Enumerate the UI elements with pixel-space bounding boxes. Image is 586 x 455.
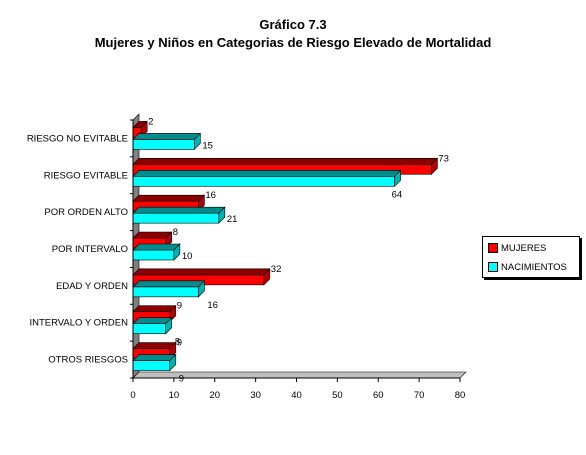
category-label-riesgo-evitable: RIESGO EVITABLE xyxy=(44,170,128,181)
bar-mujeres-por-intervalo-top xyxy=(132,231,173,239)
bar-nacimientos-por-orden-alto-top xyxy=(132,206,226,214)
x-tick-label-0: 0 xyxy=(130,390,135,401)
bar-nacimientos-por-intervalo-front xyxy=(132,249,175,261)
bar-mujeres-otros-riesgos-top xyxy=(132,342,177,349)
value-label-mujeres-edad-y-orden: 32 xyxy=(271,264,282,275)
bar-nacimientos-intervalo-y-orden-front xyxy=(132,323,167,335)
bar-mujeres-intervalo-y-orden-top xyxy=(132,305,177,313)
bar-nacimientos-otros-riesgos-side xyxy=(169,353,177,372)
category-label-edad-y-orden: EDAD Y ORDEN xyxy=(56,281,128,292)
value-label-nacimientos-riesgo-evitable: 64 xyxy=(392,189,403,200)
bar-nacimientos-riesgo-no-evitable-top xyxy=(132,133,202,140)
value-label-nacimientos-intervalo-y-orden: 8 xyxy=(175,337,180,348)
x-tick-label-70: 70 xyxy=(414,390,425,401)
plot-background xyxy=(133,114,466,378)
bar-nacimientos-por-orden-alto-side xyxy=(218,206,226,224)
legend: MUJERES NACIMIENTOS xyxy=(482,236,580,278)
legend-swatch-nacimientos xyxy=(488,262,498,272)
bar-nacimientos-por-intervalo-top xyxy=(132,243,181,251)
value-label-nacimientos-edad-y-orden: 16 xyxy=(207,300,218,311)
category-label-riesgo-no-evitable: RIESGO NO EVITABLE xyxy=(27,133,128,144)
bar-nacimientos-riesgo-no-evitable-front xyxy=(132,139,195,150)
x-tick-label-50: 50 xyxy=(332,390,343,401)
x-tick-label-60: 60 xyxy=(373,390,384,401)
bar-nacimientos-por-intervalo-side xyxy=(173,243,181,261)
legend-item-mujeres: MUJERES xyxy=(488,242,546,254)
x-tick-label-20: 20 xyxy=(209,390,220,401)
bar-nacimientos-intervalo-y-orden-side xyxy=(165,316,172,335)
legend-label-nacimientos: NACIMIENTOS xyxy=(501,261,567,273)
x-tick-label-10: 10 xyxy=(169,390,180,401)
bar-nacimientos-riesgo-evitable-side xyxy=(394,169,401,188)
bar-nacimientos-edad-y-orden-front xyxy=(132,286,199,298)
bar-nacimientos-riesgo-evitable-front xyxy=(132,175,395,187)
bar-mujeres-edad-y-orden-top xyxy=(132,268,271,276)
value-label-nacimientos-por-intervalo: 10 xyxy=(182,251,193,262)
chart-title: Gráfico 7.3 xyxy=(259,17,327,32)
bar-nacimientos-otros-riesgos-front xyxy=(132,360,171,371)
value-label-nacimientos-otros-riesgos: 9 xyxy=(179,374,184,385)
category-label-por-orden-alto: POR ORDEN ALTO xyxy=(44,207,128,218)
category-label-por-intervalo: POR INTERVALO xyxy=(52,244,128,255)
bar-nacimientos-edad-y-orden-side xyxy=(198,280,205,298)
x-tick-label-40: 40 xyxy=(291,390,302,401)
legend-label-mujeres: MUJERES xyxy=(501,242,547,254)
bar-mujeres-riesgo-evitable-side xyxy=(431,157,438,176)
bar-nacimientos-intervalo-y-orden-top xyxy=(132,317,173,325)
bar-nacimientos-riesgo-evitable-top xyxy=(132,169,402,177)
value-label-mujeres-riesgo-evitable: 73 xyxy=(438,153,449,164)
value-label-nacimientos-por-orden-alto: 21 xyxy=(227,214,238,225)
bar-mujeres-edad-y-orden-side xyxy=(263,268,271,286)
category-label-otros-riesgos: OTROS RIESGOS xyxy=(48,355,128,366)
legend-swatch-mujeres xyxy=(488,243,498,253)
value-label-mujeres-intervalo-y-orden: 9 xyxy=(177,301,182,312)
bar-mujeres-riesgo-evitable-top xyxy=(132,157,439,165)
category-label-intervalo-y-orden: INTERVALO Y ORDEN xyxy=(29,318,128,329)
value-label-nacimientos-riesgo-no-evitable: 15 xyxy=(202,140,213,151)
x-tick-label-30: 30 xyxy=(250,390,261,401)
value-label-mujeres-por-intervalo: 8 xyxy=(173,227,178,238)
x-tick-label-80: 80 xyxy=(455,390,466,401)
value-label-mujeres-riesgo-no-evitable: 2 xyxy=(148,116,153,127)
bar-nacimientos-por-orden-alto-front xyxy=(132,212,220,224)
chart-subtitle: Mujeres y Niños en Categorias de Riesgo … xyxy=(94,35,492,50)
bar-nacimientos-otros-riesgos-top xyxy=(132,354,177,361)
bar-nacimientos-edad-y-orden-top xyxy=(132,280,206,288)
bar-nacimientos-riesgo-no-evitable-side xyxy=(194,132,201,151)
value-label-mujeres-otros-riesgos: 9 xyxy=(177,338,182,349)
value-label-mujeres-por-orden-alto: 16 xyxy=(205,190,216,201)
legend-item-nacimientos: NACIMIENTOS xyxy=(488,261,567,273)
bar-mujeres-por-orden-alto-top xyxy=(132,194,206,202)
